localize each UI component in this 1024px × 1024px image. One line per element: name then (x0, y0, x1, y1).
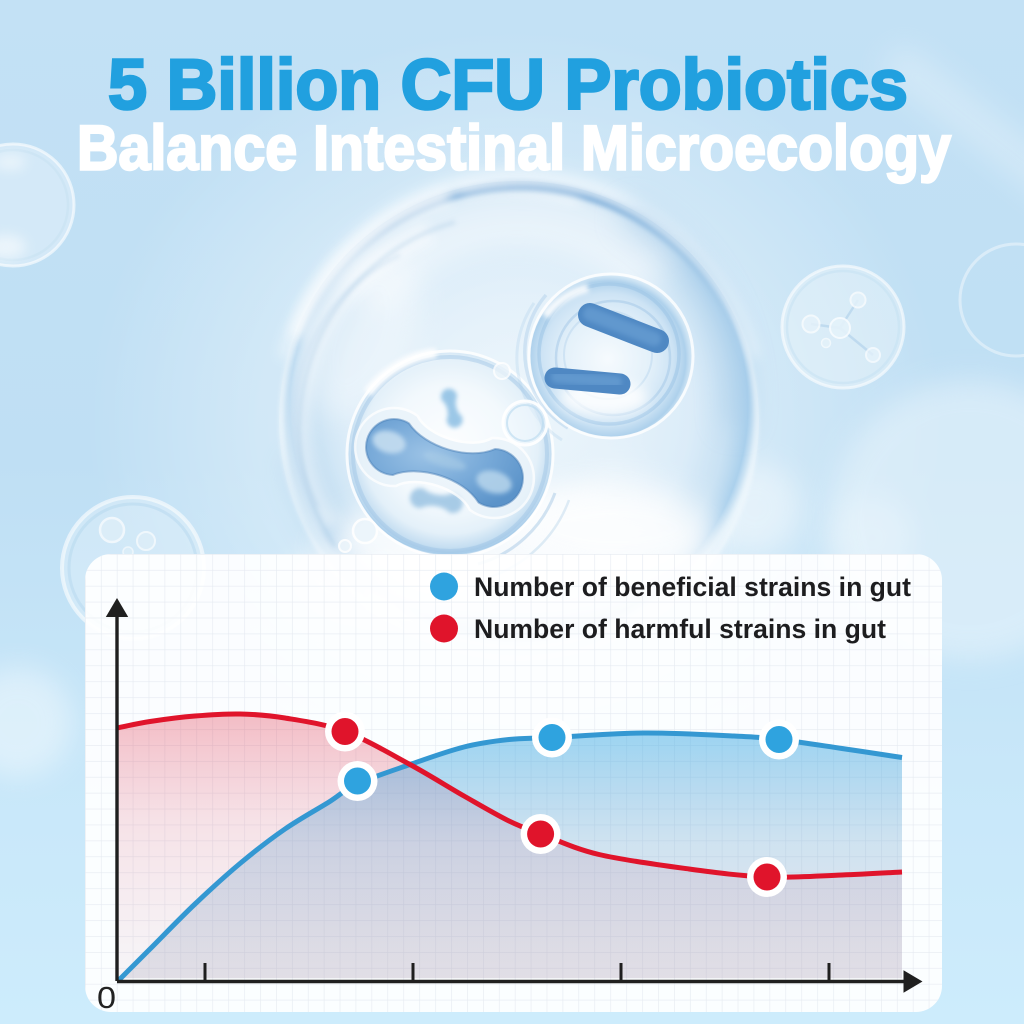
svg-text:0: 0 (97, 980, 116, 1015)
svg-text:Number of beneficial strains i: Number of beneficial strains in gut (474, 572, 911, 602)
svg-text:Balance Intestinal Microecolog: Balance Intestinal Microecology (77, 114, 951, 184)
svg-text:Number of harmful strains in g: Number of harmful strains in gut (474, 614, 886, 644)
svg-text:5 Billion CFU Probiotics: 5 Billion CFU Probiotics (108, 46, 908, 125)
